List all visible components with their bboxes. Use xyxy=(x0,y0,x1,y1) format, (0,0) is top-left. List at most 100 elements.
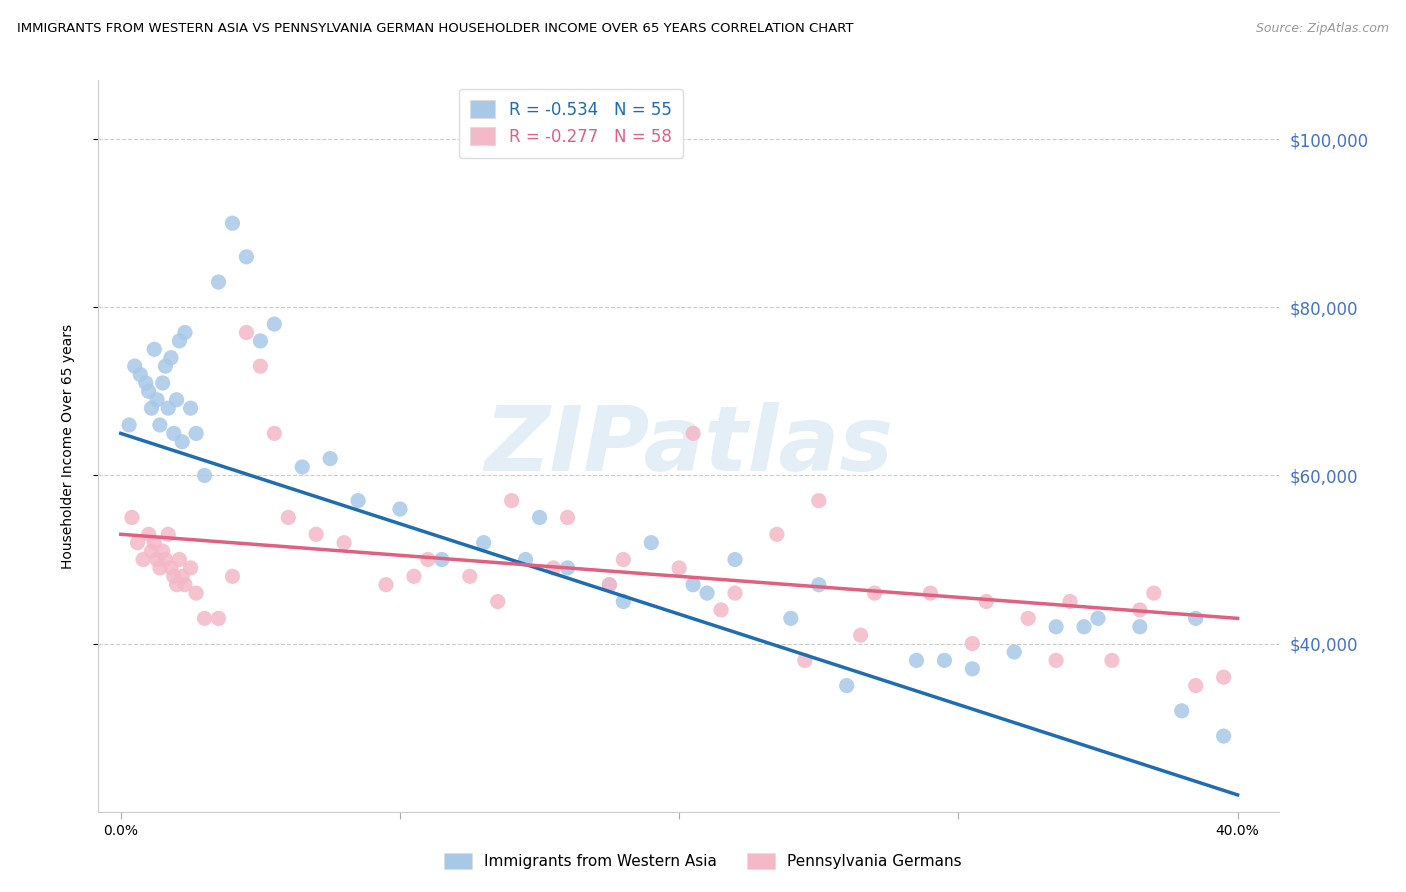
Point xyxy=(138,527,160,541)
Point xyxy=(905,653,928,667)
Point xyxy=(612,552,634,566)
Point xyxy=(138,384,160,399)
Point xyxy=(193,611,215,625)
Point xyxy=(172,569,194,583)
Point xyxy=(458,569,481,583)
Point xyxy=(186,426,208,441)
Point xyxy=(1002,645,1025,659)
Point xyxy=(962,636,984,650)
Point xyxy=(375,578,398,592)
Point xyxy=(472,535,495,549)
Point xyxy=(347,493,370,508)
Point xyxy=(1101,653,1123,667)
Point xyxy=(291,460,314,475)
Text: Source: ZipAtlas.com: Source: ZipAtlas.com xyxy=(1256,22,1389,36)
Point xyxy=(235,250,257,264)
Point xyxy=(724,586,747,600)
Point xyxy=(333,535,356,549)
Point xyxy=(1129,620,1152,634)
Point xyxy=(920,586,942,600)
Point xyxy=(1045,653,1067,667)
Point xyxy=(249,334,271,348)
Point xyxy=(169,334,191,348)
Point xyxy=(1143,586,1166,600)
Point xyxy=(682,426,704,441)
Legend: R = -0.534   N = 55, R = -0.277   N = 58: R = -0.534 N = 55, R = -0.277 N = 58 xyxy=(458,88,683,158)
Point xyxy=(186,586,208,600)
Point xyxy=(160,561,183,575)
Point xyxy=(305,527,328,541)
Point xyxy=(127,535,149,549)
Point xyxy=(121,510,143,524)
Point xyxy=(793,653,815,667)
Point xyxy=(157,527,180,541)
Point xyxy=(430,552,453,566)
Point xyxy=(835,679,858,693)
Point xyxy=(263,426,285,441)
Point xyxy=(160,351,183,365)
Point xyxy=(1170,704,1192,718)
Point xyxy=(402,569,425,583)
Point xyxy=(146,392,169,407)
Point xyxy=(221,216,243,230)
Legend: Immigrants from Western Asia, Pennsylvania Germans: Immigrants from Western Asia, Pennsylvan… xyxy=(439,847,967,875)
Point xyxy=(1017,611,1039,625)
Point xyxy=(157,401,180,416)
Point xyxy=(143,343,166,357)
Point xyxy=(807,578,830,592)
Point xyxy=(598,578,620,592)
Point xyxy=(1184,679,1206,693)
Point xyxy=(1212,729,1234,743)
Point xyxy=(934,653,956,667)
Point xyxy=(152,544,174,558)
Point xyxy=(612,594,634,608)
Point xyxy=(388,502,411,516)
Point xyxy=(141,401,163,416)
Point xyxy=(640,535,662,549)
Point xyxy=(166,578,188,592)
Point xyxy=(1129,603,1152,617)
Point xyxy=(174,326,197,340)
Point xyxy=(124,359,146,373)
Point xyxy=(416,552,439,566)
Point xyxy=(277,510,299,524)
Point xyxy=(779,611,801,625)
Point xyxy=(682,578,704,592)
Text: ZIPatlas: ZIPatlas xyxy=(485,402,893,490)
Point xyxy=(1212,670,1234,684)
Point xyxy=(1184,611,1206,625)
Point xyxy=(263,317,285,331)
Point xyxy=(149,561,172,575)
Point xyxy=(149,417,172,432)
Point xyxy=(249,359,271,373)
Point xyxy=(129,368,152,382)
Point xyxy=(696,586,718,600)
Point xyxy=(152,376,174,390)
Point xyxy=(221,569,243,583)
Point xyxy=(1087,611,1109,625)
Point xyxy=(166,392,188,407)
Point xyxy=(155,552,177,566)
Point xyxy=(169,552,191,566)
Point xyxy=(1073,620,1095,634)
Point xyxy=(193,468,215,483)
Point xyxy=(143,535,166,549)
Point xyxy=(1059,594,1081,608)
Point xyxy=(1045,620,1067,634)
Point xyxy=(515,552,537,566)
Point xyxy=(724,552,747,566)
Point xyxy=(207,611,229,625)
Point xyxy=(135,376,157,390)
Point xyxy=(132,552,155,566)
Point xyxy=(766,527,789,541)
Point xyxy=(163,569,186,583)
Point xyxy=(974,594,997,608)
Point xyxy=(163,426,186,441)
Point xyxy=(155,359,177,373)
Point xyxy=(849,628,872,642)
Point xyxy=(598,578,620,592)
Point xyxy=(501,493,523,508)
Point xyxy=(543,561,565,575)
Point xyxy=(668,561,690,575)
Point xyxy=(863,586,886,600)
